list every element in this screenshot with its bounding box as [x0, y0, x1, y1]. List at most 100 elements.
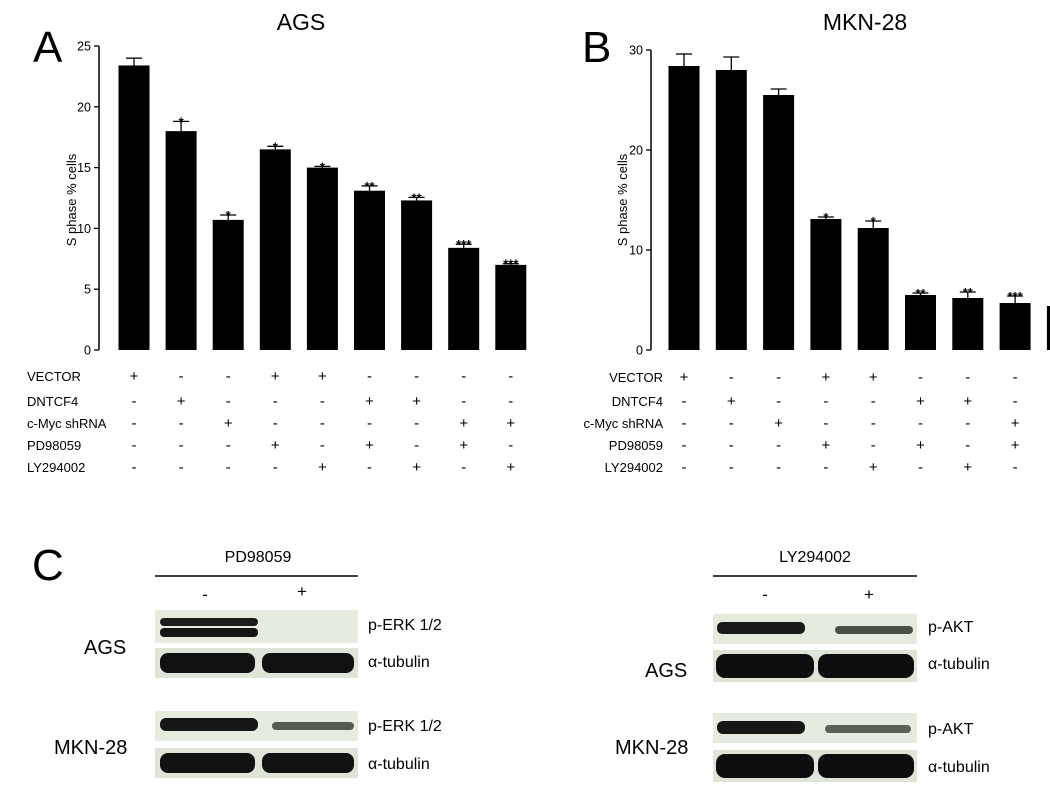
condition-minus: - — [823, 415, 828, 432]
condition-minus: - — [414, 415, 419, 432]
condition-plus: + — [727, 393, 736, 410]
condition-plus: + — [963, 393, 972, 410]
blot-treatment-pd98059: PD98059 — [225, 549, 292, 566]
blot-target-label: p-ERK 1/2 — [368, 617, 442, 634]
condition-plus: + — [680, 369, 689, 386]
panel-letter-b: B — [582, 23, 611, 72]
condition-plus: + — [869, 459, 878, 476]
condition-plus: + — [365, 437, 374, 454]
blot-band — [717, 721, 805, 734]
condition-minus: - — [965, 437, 970, 454]
bar — [118, 65, 150, 351]
bar — [1046, 306, 1050, 350]
condition-label: VECTOR — [609, 370, 663, 385]
chart-title-ags: AGS — [277, 9, 326, 35]
condition-plus: + — [412, 459, 421, 476]
condition-minus: - — [179, 415, 184, 432]
condition-minus: - — [320, 393, 325, 410]
condition-minus: - — [1013, 459, 1018, 476]
blot-ly294002: LY294002 - + AGS MKN-28 p-AKT α-tubulin … — [615, 549, 990, 782]
condition-plus: + — [916, 393, 925, 410]
condition-plus: + — [271, 437, 280, 454]
condition-minus: - — [367, 368, 372, 385]
y-tick-label: 20 — [629, 144, 643, 158]
condition-minus: - — [179, 437, 184, 454]
blot-target-label: α-tubulin — [928, 759, 990, 776]
blot-band — [818, 754, 914, 778]
condition-plus: + — [177, 393, 186, 410]
blot-target-label: α-tubulin — [928, 656, 990, 673]
y-tick-label: 0 — [84, 344, 91, 358]
condition-label: PD98059 — [609, 438, 663, 453]
condition-minus: - — [871, 393, 876, 410]
blot-band — [835, 626, 913, 634]
lane-label-plus: + — [297, 582, 307, 601]
condition-minus: - — [273, 415, 278, 432]
condition-minus: - — [508, 393, 513, 410]
condition-minus: - — [226, 368, 231, 385]
bar — [715, 70, 747, 350]
chart-title-mkn28: MKN-28 — [823, 9, 907, 35]
blot-target-label: α-tubulin — [368, 756, 430, 773]
condition-label: LY294002 — [605, 460, 663, 475]
condition-minus: - — [729, 437, 734, 454]
y-tick-label: 30 — [629, 44, 643, 58]
condition-label: LY294002 — [27, 460, 85, 475]
y-tick-label: 10 — [629, 244, 643, 258]
blot-band — [825, 725, 911, 733]
condition-plus: + — [506, 415, 515, 432]
bar — [401, 200, 433, 350]
condition-minus: - — [226, 437, 231, 454]
bar — [354, 190, 385, 350]
blot-band — [160, 753, 255, 773]
condition-plus: + — [869, 369, 878, 386]
condition-minus: - — [823, 459, 828, 476]
condition-plus: + — [224, 415, 233, 432]
bar — [448, 247, 480, 350]
condition-minus: - — [871, 415, 876, 432]
condition-minus: - — [367, 415, 372, 432]
significance-marker: * — [871, 214, 877, 229]
condition-minus: - — [132, 459, 137, 476]
condition-minus: - — [1013, 393, 1018, 410]
bar — [495, 264, 527, 350]
condition-plus: + — [963, 459, 972, 476]
bar — [668, 66, 700, 350]
blot-band — [262, 753, 354, 773]
condition-minus: - — [132, 437, 137, 454]
condition-minus: - — [682, 393, 687, 410]
condition-minus: - — [273, 393, 278, 410]
blot-band — [716, 654, 814, 678]
blot-pd98059: PD98059 - + AGS MKN-28 p-ERK 1/2 α-tubul… — [54, 549, 442, 778]
blot-target-label: α-tubulin — [368, 654, 430, 671]
condition-plus: + — [318, 459, 327, 476]
significance-marker: * — [226, 208, 232, 223]
condition-minus: - — [682, 459, 687, 476]
condition-plus: + — [412, 393, 421, 410]
y-tick-label: 5 — [84, 283, 91, 297]
bar — [259, 149, 291, 350]
condition-label: DNTCF4 — [27, 394, 78, 409]
significance-marker: ** — [412, 190, 423, 205]
y-axis-label-ags: S phase % cells — [64, 153, 79, 246]
blot-band — [262, 653, 354, 673]
condition-minus: - — [273, 459, 278, 476]
condition-minus: - — [729, 459, 734, 476]
condition-minus: - — [320, 437, 325, 454]
condition-plus: + — [506, 459, 515, 476]
condition-minus: - — [918, 369, 923, 386]
condition-minus: - — [461, 368, 466, 385]
significance-marker: * — [320, 159, 326, 174]
condition-minus: - — [461, 393, 466, 410]
significance-marker: * — [273, 139, 279, 154]
condition-minus: - — [132, 393, 137, 410]
panel-letter-a: A — [33, 23, 63, 72]
condition-minus: - — [776, 369, 781, 386]
blot-band — [716, 754, 814, 778]
condition-plus: + — [1011, 437, 1020, 454]
condition-minus: - — [682, 415, 687, 432]
bar — [165, 131, 197, 350]
condition-plus: + — [318, 368, 327, 385]
chart-ags: A AGS S phase % cells 0510152025********… — [27, 9, 527, 476]
condition-plus: + — [130, 368, 139, 385]
